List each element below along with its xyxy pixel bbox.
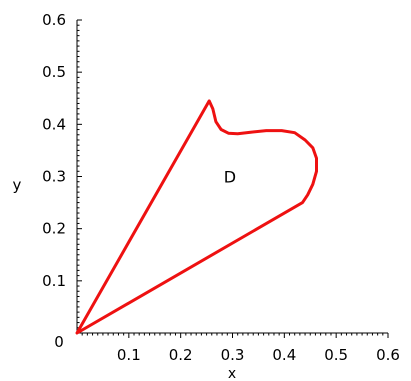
x-tick-label: 0.6 [376,346,400,364]
axes: 0.1 0.2 0.3 0.4 0.5 0.6 0.10.20.30.40.50.6 0 … [13,11,400,381]
x-axis-label: x [228,366,236,381]
y-tick-label: 0.2 [42,220,66,238]
x-tick-label: 0.3 [221,346,245,364]
x-tick-label: 0.5 [324,346,348,364]
x-tick-label: 0.1 [117,346,141,364]
series-layer [75,99,318,335]
region-label-d: D [224,168,236,187]
y-tick-label: 0.5 [42,63,66,81]
y-tick-label: 0.6 [42,11,66,29]
annotation-layer: D [224,168,236,187]
x-tick-label: 0.2 [169,346,193,364]
y-axis-label: y [13,176,22,194]
y-tick-label: 0.4 [42,115,66,133]
y-tick-label: 0.1 [42,272,66,290]
x-tick-label: 0.4 [272,346,296,364]
region-d-boundary [75,99,318,335]
y-ticks: 0.1 0.2 0.3 0.4 0.5 0.6 [42,11,82,329]
y-tick-label: 0.3 [42,168,66,186]
x-ticks: 0.1 0.2 0.3 0.4 0.5 0.6 [81,333,400,364]
origin-label: 0 [54,333,64,351]
